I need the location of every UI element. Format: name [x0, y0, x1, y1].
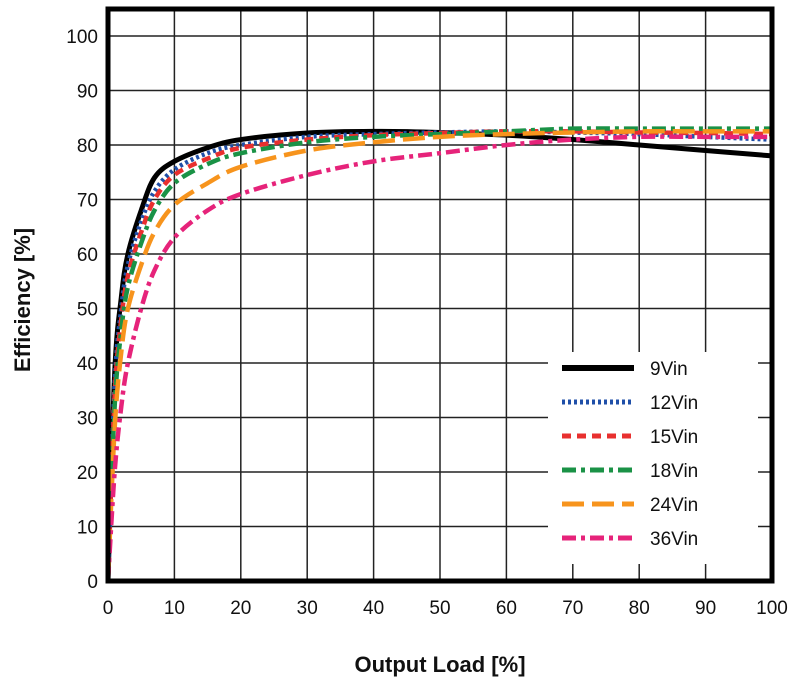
- y-tick-label: 60: [77, 245, 98, 266]
- y-tick-label: 50: [77, 300, 98, 321]
- y-tick-label: 0: [87, 572, 98, 593]
- y-tick-label: 100: [66, 27, 98, 48]
- x-tick-label: 50: [429, 598, 450, 619]
- x-tick-labels: 0 10 20 30 40 50 60 70 80 90 100: [103, 598, 788, 619]
- legend-label-9vin: 9Vin: [650, 359, 688, 380]
- x-tick-label: 70: [562, 598, 583, 619]
- legend-label-15vin: 15Vin: [650, 427, 698, 448]
- y-tick-label: 30: [77, 409, 98, 430]
- x-tick-label: 90: [695, 598, 716, 619]
- series-line-24vin: [105, 129, 772, 582]
- series-line-36vin: [105, 134, 772, 582]
- series-lines: [105, 126, 773, 582]
- x-tick-label: 100: [756, 598, 788, 619]
- y-tick-label: 10: [77, 518, 98, 539]
- series-line-18vin: [105, 126, 773, 582]
- y-tick-label: 40: [77, 354, 98, 375]
- y-tick-label: 80: [77, 136, 98, 157]
- x-tick-label: 30: [297, 598, 318, 619]
- plot-frame: [105, 6, 775, 584]
- x-tick-label: 80: [629, 598, 650, 619]
- x-axis-label: Output Load [%]: [354, 652, 525, 677]
- y-tick-label: 90: [77, 82, 98, 103]
- legend-label-18vin: 18Vin: [650, 461, 698, 482]
- legend-label-12vin: 12Vin: [650, 393, 698, 414]
- y-tick-label: 70: [77, 191, 98, 212]
- y-axis-label: Efficiency [%]: [10, 228, 35, 372]
- x-tick-label: 0: [103, 598, 114, 619]
- x-tick-label: 20: [230, 598, 251, 619]
- legend: 9Vin 12Vin 15Vin 18Vin 24Vin 36Vin: [548, 352, 758, 564]
- legend-label-36vin: 36Vin: [650, 529, 698, 550]
- y-tick-labels: 0 10 20 30 40 50 60 70 80 90 100: [66, 27, 98, 593]
- x-tick-label: 60: [496, 598, 517, 619]
- y-tick-label: 20: [77, 463, 98, 484]
- x-tick-label: 40: [363, 598, 384, 619]
- legend-label-24vin: 24Vin: [650, 495, 698, 516]
- legend-background: [548, 352, 758, 564]
- x-tick-label: 10: [164, 598, 185, 619]
- series-line-9vin: [105, 128, 773, 582]
